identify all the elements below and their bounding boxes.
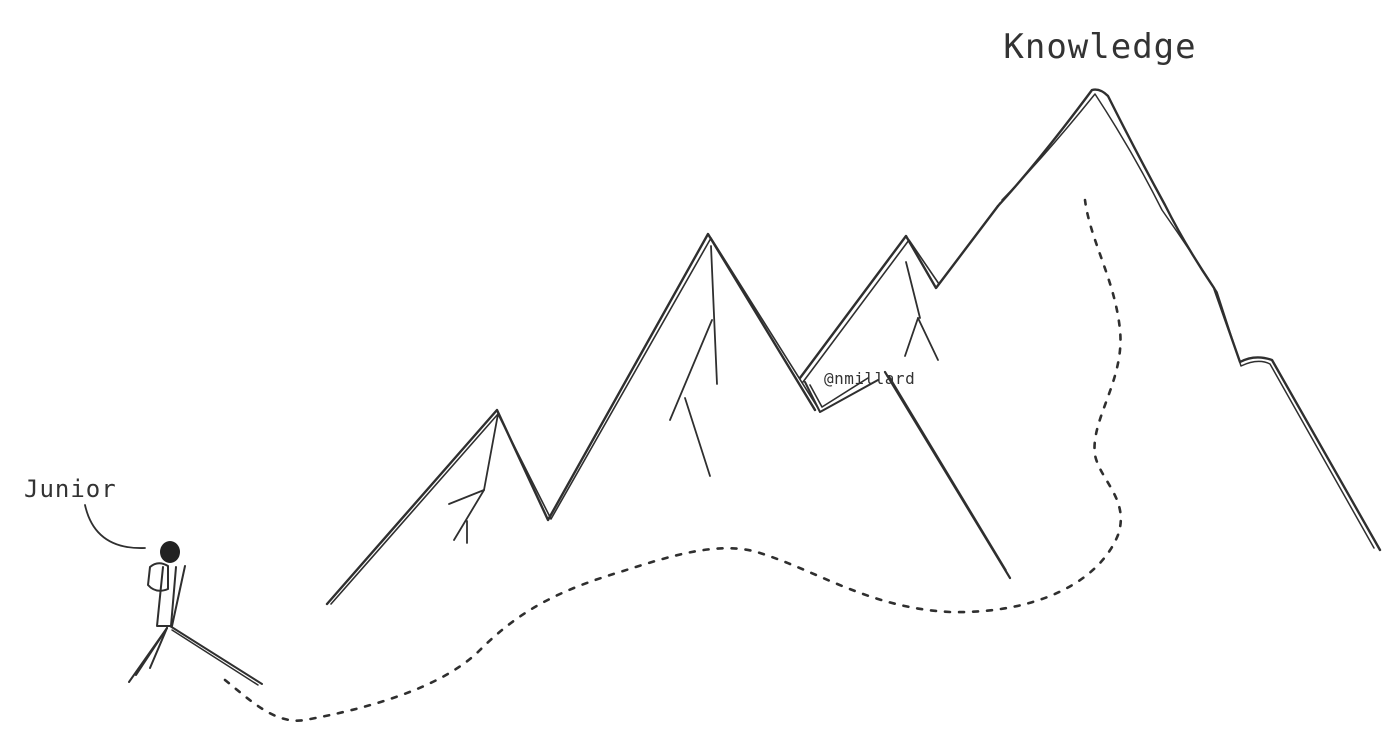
summit-label: Knowledge xyxy=(1003,27,1196,67)
dotted-trail xyxy=(223,198,1122,722)
credit-label: @nmillard xyxy=(824,369,915,388)
junior-pointer xyxy=(84,504,146,549)
mountain-range-icon xyxy=(169,88,1382,686)
hiker-label: Junior xyxy=(24,475,117,503)
hiker-icon xyxy=(128,541,186,683)
